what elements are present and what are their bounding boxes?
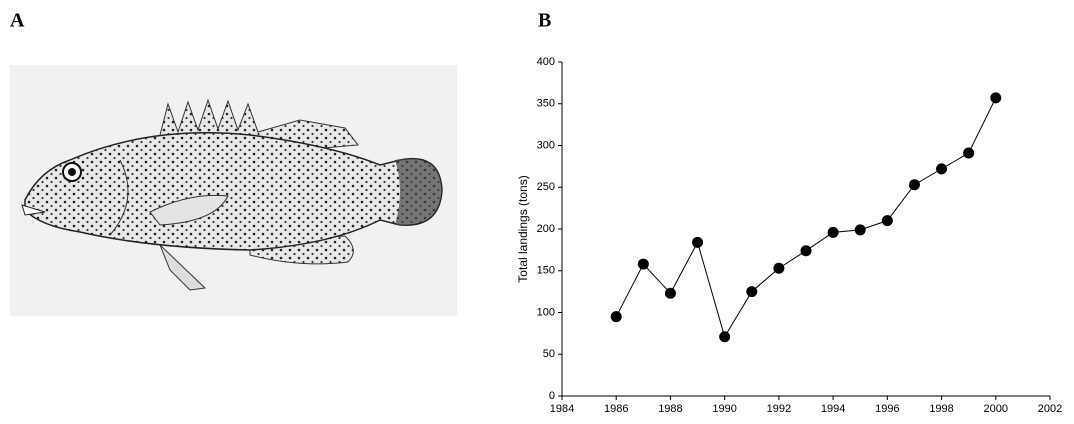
y-tick-label: 150 — [537, 265, 555, 277]
y-tick-label: 100 — [537, 306, 555, 318]
marker — [881, 215, 893, 227]
marker — [664, 287, 676, 299]
y-tick-label: 0 — [549, 390, 555, 402]
panel-label: B — [538, 10, 551, 32]
marker — [800, 245, 812, 257]
y-tick-label: 350 — [537, 98, 555, 110]
marker — [637, 258, 649, 270]
x-tick-label: 2000 — [984, 403, 1008, 415]
marker — [827, 226, 839, 238]
fish-illustration — [10, 65, 457, 316]
x-tick-label: 2002 — [1038, 403, 1062, 415]
panel-label: A — [10, 10, 25, 32]
x-tick-label: 1986 — [604, 403, 628, 415]
x-tick-label: 1990 — [712, 403, 736, 415]
y-tick-label: 50 — [543, 348, 555, 360]
marker — [854, 224, 866, 236]
marker — [719, 331, 731, 343]
marker — [908, 179, 920, 191]
y-tick-label: 200 — [537, 223, 555, 235]
y-tick-label: 250 — [537, 181, 555, 193]
marker — [746, 286, 758, 298]
marker — [610, 311, 622, 323]
marker — [963, 147, 975, 159]
y-tick-label: 400 — [537, 56, 555, 68]
y-axis-label: Total landings (tons) — [516, 175, 530, 282]
x-tick-label: 1988 — [658, 403, 682, 415]
y-tick-label: 300 — [537, 139, 555, 151]
x-tick-label: 1998 — [929, 403, 953, 415]
x-tick-label: 1984 — [550, 403, 574, 415]
marker — [773, 262, 785, 274]
line — [615, 97, 997, 338]
x-tick-label: 1994 — [821, 403, 845, 415]
marker — [936, 163, 948, 175]
x-tick-label: 1996 — [875, 403, 899, 415]
marker — [692, 236, 704, 248]
x-tick-label: 1992 — [767, 403, 791, 415]
marker — [990, 92, 1002, 104]
